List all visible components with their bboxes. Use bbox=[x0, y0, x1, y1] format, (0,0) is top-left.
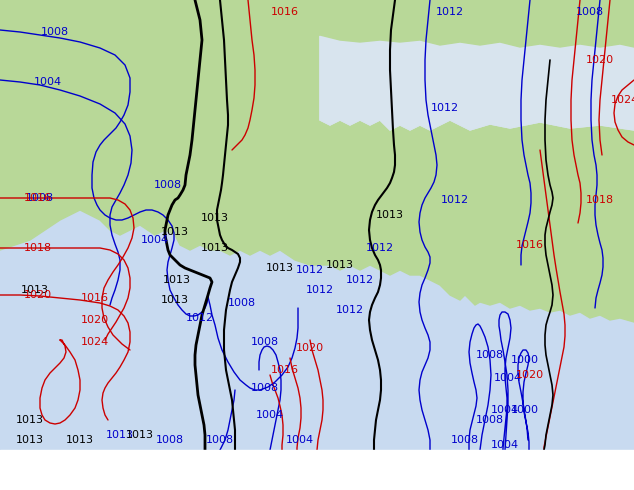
Text: 1012: 1012 bbox=[336, 305, 364, 315]
Text: 1013: 1013 bbox=[161, 227, 189, 237]
Text: 1008: 1008 bbox=[206, 435, 234, 445]
Text: 1013: 1013 bbox=[16, 415, 44, 425]
Text: 1004: 1004 bbox=[141, 235, 169, 245]
Text: 1008: 1008 bbox=[476, 415, 504, 425]
Text: 1018: 1018 bbox=[24, 243, 52, 253]
Text: 1016: 1016 bbox=[24, 193, 52, 203]
Text: 1008: 1008 bbox=[41, 27, 69, 37]
Text: 1013: 1013 bbox=[201, 213, 229, 223]
Text: 1013: 1013 bbox=[326, 260, 354, 270]
Polygon shape bbox=[320, 0, 634, 130]
Text: 1012: 1012 bbox=[186, 313, 214, 323]
Text: 1000: 1000 bbox=[511, 355, 539, 365]
Text: 1013: 1013 bbox=[161, 295, 189, 305]
Text: 1004: 1004 bbox=[256, 410, 284, 420]
Text: 1008: 1008 bbox=[251, 383, 279, 393]
Text: 1012: 1012 bbox=[346, 275, 374, 285]
Polygon shape bbox=[0, 0, 634, 47]
Text: Su 12-05-2024 18:00 UTC (06+60): Su 12-05-2024 18:00 UTC (06+60) bbox=[396, 458, 629, 470]
Polygon shape bbox=[0, 0, 634, 322]
Text: 1008: 1008 bbox=[154, 180, 182, 190]
Text: 1013: 1013 bbox=[21, 285, 49, 295]
Text: 1016: 1016 bbox=[516, 240, 544, 250]
Text: 1004: 1004 bbox=[491, 405, 519, 415]
Text: 1020: 1020 bbox=[24, 290, 52, 300]
Text: 1008: 1008 bbox=[576, 7, 604, 17]
Text: 1013: 1013 bbox=[66, 435, 94, 445]
Text: 1012: 1012 bbox=[441, 195, 469, 205]
Text: 1013: 1013 bbox=[266, 263, 294, 273]
Text: 1004: 1004 bbox=[494, 373, 522, 383]
Polygon shape bbox=[320, 0, 634, 130]
Text: 1008: 1008 bbox=[156, 435, 184, 445]
Text: 1018: 1018 bbox=[586, 195, 614, 205]
Text: 1008: 1008 bbox=[451, 435, 479, 445]
Text: 1012: 1012 bbox=[436, 7, 464, 17]
Text: 1012: 1012 bbox=[306, 285, 334, 295]
Text: 1000: 1000 bbox=[511, 405, 539, 415]
Text: 1013: 1013 bbox=[201, 243, 229, 253]
Text: 1024: 1024 bbox=[611, 95, 634, 105]
Text: 1004: 1004 bbox=[491, 440, 519, 450]
Text: 1020: 1020 bbox=[296, 343, 324, 353]
Text: 1008: 1008 bbox=[476, 350, 504, 360]
Text: 1012: 1012 bbox=[431, 103, 459, 113]
Text: 1008: 1008 bbox=[228, 298, 256, 308]
Text: 1020: 1020 bbox=[81, 315, 109, 325]
Text: 1008: 1008 bbox=[26, 193, 54, 203]
Text: 1012: 1012 bbox=[366, 243, 394, 253]
Text: 1020: 1020 bbox=[586, 55, 614, 65]
Text: 1013: 1013 bbox=[163, 275, 191, 285]
Text: 1013: 1013 bbox=[16, 435, 44, 445]
Text: 1016: 1016 bbox=[81, 293, 109, 303]
Text: 1013: 1013 bbox=[106, 430, 134, 440]
Text: 1013: 1013 bbox=[126, 430, 154, 440]
Text: ©weatheronline.co.uk: ©weatheronline.co.uk bbox=[494, 475, 629, 485]
Text: 1020: 1020 bbox=[516, 370, 544, 380]
Text: 1024: 1024 bbox=[81, 337, 109, 347]
Text: 1004: 1004 bbox=[34, 77, 62, 87]
Text: 1004: 1004 bbox=[286, 435, 314, 445]
Text: Surface pressure [hPa] ECMWF: Surface pressure [hPa] ECMWF bbox=[5, 464, 215, 476]
Text: 1016: 1016 bbox=[271, 7, 299, 17]
Text: 1012: 1012 bbox=[296, 265, 324, 275]
Text: 1008: 1008 bbox=[251, 337, 279, 347]
Text: 1016: 1016 bbox=[271, 365, 299, 375]
Text: 1013: 1013 bbox=[376, 210, 404, 220]
